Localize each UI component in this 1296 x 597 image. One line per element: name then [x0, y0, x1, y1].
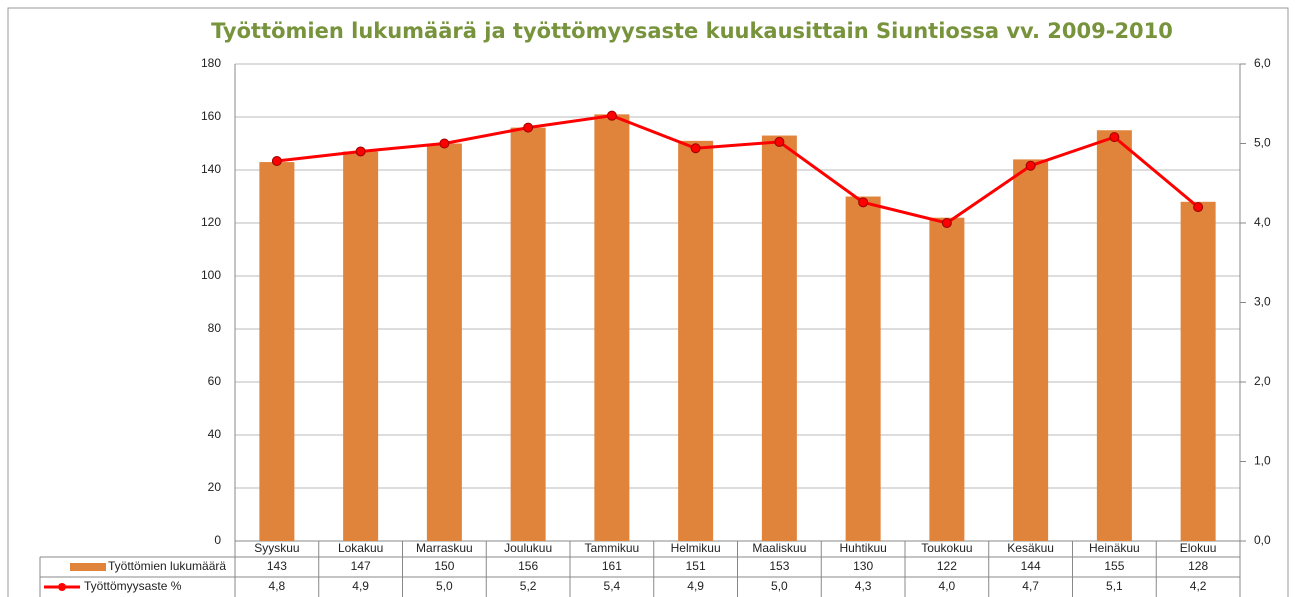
x-tick-label: Huhtikuu [839, 541, 886, 555]
x-tick-label: Kesäkuu [1007, 541, 1054, 555]
table-value: 150 [434, 559, 454, 573]
x-tick-label: Marraskuu [416, 541, 473, 555]
table-value: 5,0 [436, 579, 453, 593]
y2-tick-label: 1,0 [1254, 454, 1271, 468]
y-tick-label: 160 [201, 109, 221, 123]
y-tick-label: 100 [201, 268, 221, 282]
table-value: 5,2 [520, 579, 537, 593]
bar [678, 140, 714, 541]
bar [929, 217, 965, 541]
table-value: 130 [853, 559, 873, 573]
x-tick-label: Syyskuu [254, 541, 299, 555]
table-value: 144 [1021, 559, 1041, 573]
table-value: 4,9 [687, 579, 704, 593]
table-value: 5,4 [604, 579, 621, 593]
y2-tick-label: 3,0 [1254, 295, 1271, 309]
y-tick-label: 20 [208, 480, 222, 494]
x-tick-label: Heinäkuu [1089, 541, 1140, 555]
table-value: 5,1 [1106, 579, 1123, 593]
line-marker [1109, 132, 1120, 143]
chart-title: Työttömien lukumäärä ja työttömyysaste k… [211, 19, 1173, 43]
bar [761, 135, 797, 542]
x-tick-label: Helmikuu [671, 541, 721, 555]
table-value: 147 [351, 559, 371, 573]
table-value: 128 [1188, 559, 1208, 573]
legend-key [58, 583, 66, 591]
y2-tick-label: 5,0 [1254, 136, 1271, 150]
x-tick-label: Toukokuu [921, 541, 972, 555]
line-marker [774, 136, 785, 147]
y-tick-label: 60 [208, 374, 222, 388]
chart-frame [7, 7, 1289, 597]
x-tick-label: Tammikuu [585, 541, 640, 555]
y-tick-label: 40 [208, 427, 222, 441]
y2-tick-label: 4,0 [1254, 215, 1271, 229]
line-marker [858, 197, 869, 208]
y2-tick-label: 2,0 [1254, 374, 1271, 388]
table-value: 4,2 [1190, 579, 1207, 593]
line-marker [523, 122, 534, 133]
table-value: 4,3 [855, 579, 872, 593]
bar [1096, 130, 1132, 541]
y-tick-label: 80 [208, 321, 222, 335]
table-value: 161 [602, 559, 622, 573]
line-marker [690, 143, 701, 154]
line-marker [1193, 202, 1204, 213]
table-value: 4,9 [352, 579, 369, 593]
bar [510, 127, 546, 541]
y2-tick-label: 0,0 [1254, 533, 1271, 547]
line [276, 114, 1200, 225]
y-tick-label: 0 [214, 533, 221, 547]
table-value: 122 [937, 559, 957, 573]
bar [343, 151, 379, 541]
table-value: 153 [769, 559, 789, 573]
x-tick-label: Lokakuu [338, 541, 383, 555]
table-value: 5,0 [771, 579, 788, 593]
line-marker [355, 146, 366, 157]
line-marker [606, 110, 617, 121]
bar [426, 143, 462, 541]
y-tick-label: 120 [201, 215, 221, 229]
y-tick-label: 180 [201, 56, 221, 70]
table-value: 151 [686, 559, 706, 573]
table-value: 155 [1104, 559, 1124, 573]
line-marker [1025, 160, 1036, 171]
table-value: 4,0 [939, 579, 956, 593]
legend-label: Työttömien lukumäärä [108, 559, 226, 573]
legend-key [70, 563, 106, 571]
table-value: 156 [518, 559, 538, 573]
bar [1180, 201, 1216, 542]
line-marker [941, 218, 952, 228]
table-value: 143 [267, 559, 287, 573]
x-tick-label: Elokuu [1180, 541, 1217, 555]
x-tick-label: Maaliskuu [752, 541, 806, 555]
line-marker [439, 138, 450, 149]
table-value: 4,8 [269, 579, 286, 593]
bar [845, 196, 881, 541]
table-value: 4,7 [1022, 579, 1039, 593]
line-marker [271, 155, 282, 166]
x-tick-label: Joulukuu [504, 541, 552, 555]
y-tick-label: 140 [201, 162, 221, 176]
y2-tick-label: 6,0 [1254, 56, 1271, 70]
bar [259, 162, 295, 542]
legend-label: Työttömyysaste % [84, 579, 182, 593]
bar [594, 114, 630, 541]
bar [1013, 159, 1049, 541]
